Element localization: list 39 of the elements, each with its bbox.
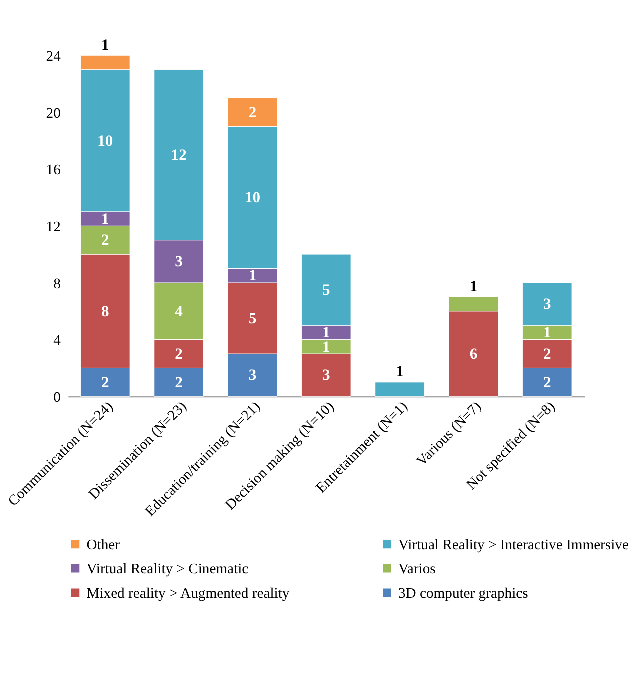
data-label: 12: [171, 146, 188, 164]
bar: [375, 382, 425, 397]
y-tick-label: 12: [46, 219, 61, 236]
y-tick-label: 24: [46, 48, 62, 65]
data-label: 3: [175, 254, 184, 271]
data-label: 3: [248, 367, 257, 384]
data-label: 1: [102, 36, 110, 54]
data-label: 10: [244, 190, 261, 207]
data-label: 3: [543, 296, 552, 314]
data-label: 2: [175, 374, 184, 392]
y-tick-label: 0: [54, 390, 61, 406]
data-label: 10: [98, 132, 114, 150]
data-label: 5: [322, 282, 330, 299]
legend-label: Virtual Reality > Interactive Immersive: [398, 537, 629, 554]
legend-label: Mixed reality > Augmented reality: [86, 586, 290, 602]
data-label: 1: [470, 278, 478, 296]
y-tick-label: 4: [54, 333, 62, 350]
data-label: 1: [396, 364, 404, 381]
legend-label: Other: [86, 537, 120, 554]
data-label: 5: [248, 310, 257, 328]
data-label: 1: [543, 324, 552, 342]
data-label: 2: [102, 232, 110, 250]
data-label: 2: [248, 104, 257, 122]
data-label: 3: [322, 367, 330, 384]
data-label: 4: [175, 303, 184, 320]
legend-label: 3D computer graphics: [398, 586, 529, 602]
data-label: 2: [175, 346, 184, 363]
data-label: 6: [470, 346, 478, 363]
data-label: 1: [248, 268, 257, 285]
data-label: 1: [102, 210, 110, 228]
data-label: 2: [543, 374, 552, 392]
data-label: 2: [102, 374, 110, 392]
y-tick-label: 8: [54, 276, 61, 292]
data-label: 2: [543, 346, 552, 363]
y-tick-label: 20: [46, 106, 61, 122]
data-label: 8: [102, 303, 110, 320]
legend-label: Virtual Reality > Cinematic: [86, 561, 250, 578]
y-tick-label: 16: [46, 162, 61, 179]
legend-label: Varios: [398, 561, 436, 578]
